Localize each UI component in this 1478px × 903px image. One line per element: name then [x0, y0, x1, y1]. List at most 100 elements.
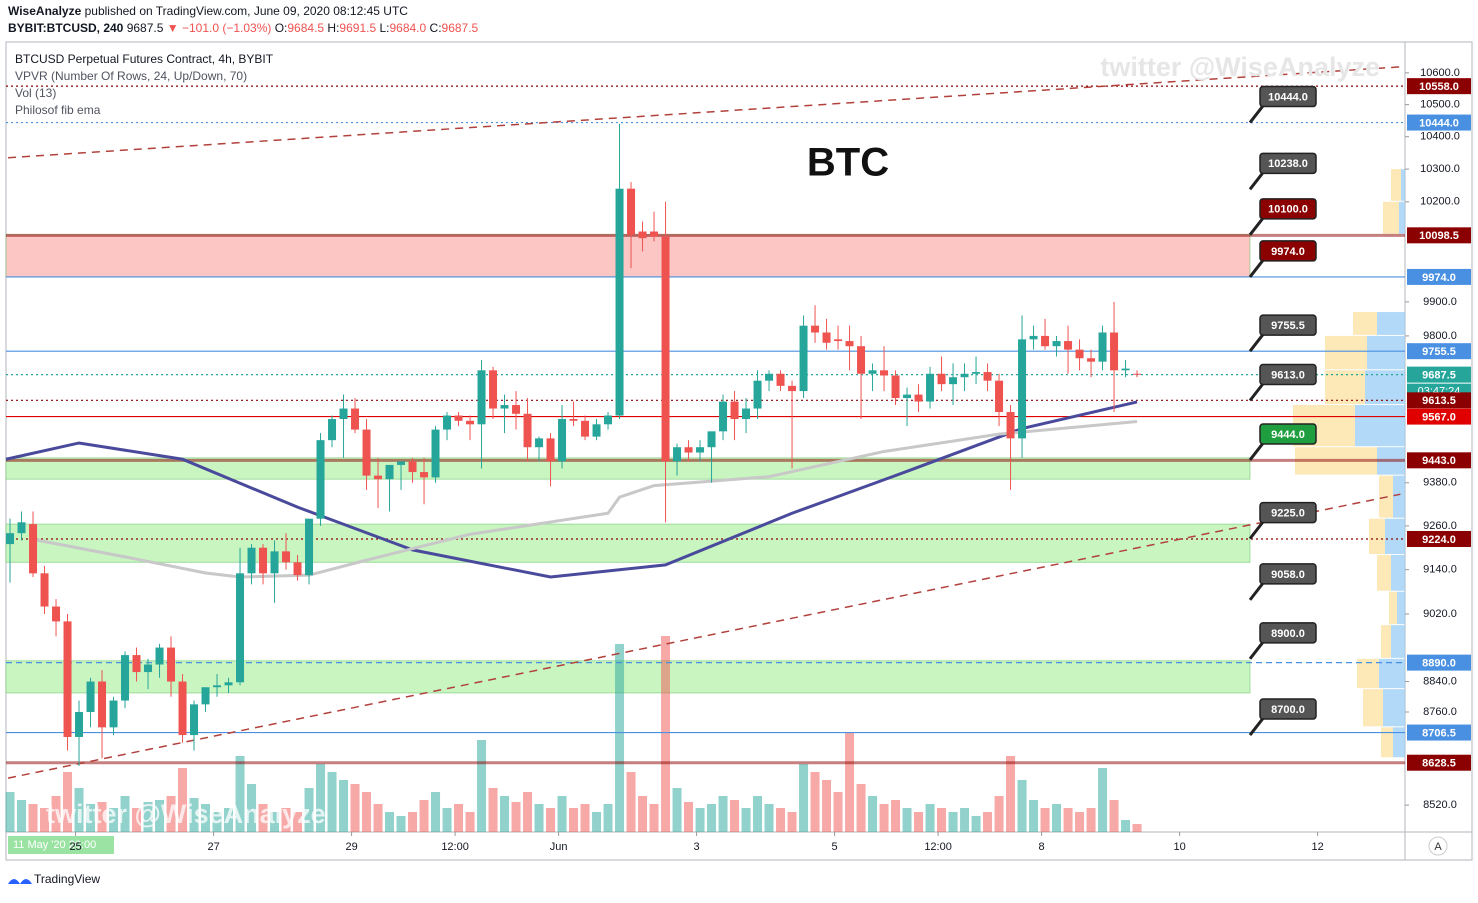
price-tag [1407, 366, 1471, 383]
price-tag-label: 8890.0 [1422, 658, 1456, 670]
volume-bar [1040, 808, 1050, 832]
volume-bar [879, 804, 889, 832]
volume-bar [741, 808, 751, 832]
volume-bar [270, 812, 280, 832]
callout-box [1259, 152, 1317, 175]
brand: TradingView [34, 872, 100, 886]
volume-bar [178, 768, 188, 832]
volume-bar [396, 816, 406, 832]
vp-down [1383, 201, 1399, 234]
volume-bar [120, 796, 130, 832]
volume-bar [5, 792, 15, 832]
candle-body [995, 380, 1004, 413]
candle-body [1052, 341, 1061, 347]
volume-bar [891, 800, 901, 832]
auto-scale-label[interactable]: A [1434, 841, 1442, 853]
candle-body [86, 681, 95, 713]
volume-bar [293, 812, 303, 832]
volume-bar [960, 808, 970, 832]
candle-body [40, 573, 49, 607]
price-tag-label: 9755.5 [1422, 346, 1456, 358]
vp-up [1401, 169, 1405, 201]
volume-bar [189, 798, 199, 832]
h-label: H: [327, 21, 339, 35]
callout-box [1259, 314, 1317, 336]
candle-body [477, 370, 486, 425]
volume-bar [799, 764, 809, 832]
y-tick-label: 9800.0 [1423, 330, 1457, 342]
y-tick-label: 10300.0 [1420, 163, 1460, 175]
price-tag [1407, 343, 1471, 360]
volume-bar [937, 808, 947, 832]
vp-up [1393, 475, 1405, 518]
candle-body [523, 413, 532, 448]
volume-bar [339, 780, 349, 832]
candle-body [569, 419, 578, 421]
candle-body [1064, 341, 1073, 350]
candle-body [604, 415, 613, 425]
brand-logo [8, 879, 32, 884]
candle-body [351, 408, 360, 430]
callout-label: 9058.0 [1271, 569, 1305, 581]
candle-body [673, 447, 682, 462]
y-tick-label: 8840.0 [1423, 675, 1457, 687]
volume-bar [1086, 808, 1096, 832]
plot [5, 66, 1405, 832]
volume-bar [569, 808, 579, 832]
candle-body [500, 405, 509, 409]
candle-body [753, 380, 762, 409]
candle-body [190, 704, 199, 736]
volume-bar [615, 644, 625, 832]
volume-bar [63, 772, 73, 832]
vp-up [1385, 518, 1405, 555]
callout-box [1259, 501, 1317, 524]
price-tag [1407, 408, 1471, 425]
header-line-1: WiseAnalyze published on TradingView.com… [8, 4, 408, 18]
price-tag-label: 10444.0 [1419, 117, 1459, 129]
callout-label: 9613.0 [1271, 369, 1305, 381]
volume-bar [856, 784, 866, 832]
volume-bar [235, 756, 245, 832]
volume-bar [258, 804, 268, 832]
price-tag [1407, 114, 1471, 131]
price-tag-label: 10558.0 [1419, 81, 1459, 93]
y-tick-label: 9140.0 [1423, 564, 1457, 576]
symbol: BYBIT:BTCUSD, 240 [8, 21, 124, 35]
auto-scale-button[interactable] [1428, 836, 1448, 856]
volume-bar [143, 802, 153, 832]
volume-bar [212, 812, 222, 832]
vp-up [1365, 370, 1405, 405]
candle-body [282, 551, 291, 563]
ema-line [5, 400, 1138, 579]
price-tag [1407, 724, 1471, 741]
candle-body [293, 562, 302, 576]
candle-body [592, 424, 601, 437]
vp-down [1377, 555, 1391, 591]
y-tick-label: 9380.0 [1423, 477, 1457, 489]
price-tag [1407, 754, 1471, 771]
price-tag [1407, 78, 1471, 95]
candle-body [776, 373, 785, 386]
y-tick-label: 8760.0 [1423, 706, 1457, 718]
callout-box [1259, 240, 1317, 262]
candle-body [822, 332, 831, 343]
x-tick-label: 12 [1311, 841, 1323, 853]
candle-body [454, 415, 463, 421]
volume-bar [465, 812, 475, 832]
vp-up [1367, 335, 1405, 370]
l-label: L: [379, 21, 389, 35]
volume-bar [787, 812, 797, 832]
candle-body [788, 385, 797, 392]
candle-body [1110, 332, 1119, 371]
candle-body [914, 394, 923, 402]
legend-main: BTCUSD Perpetual Futures Contract, 4h, B… [15, 52, 274, 66]
candle-body [1075, 349, 1084, 359]
callout-pointer [1248, 215, 1266, 236]
y-tick-label: 10200.0 [1420, 196, 1460, 208]
published: published on TradingView.com, June 09, 2… [85, 4, 409, 18]
vp-up [1399, 201, 1405, 234]
volume-bar [925, 804, 935, 832]
candle-body [259, 547, 268, 574]
x-tick-label: 27 [207, 841, 219, 853]
callout-box [1259, 698, 1317, 720]
